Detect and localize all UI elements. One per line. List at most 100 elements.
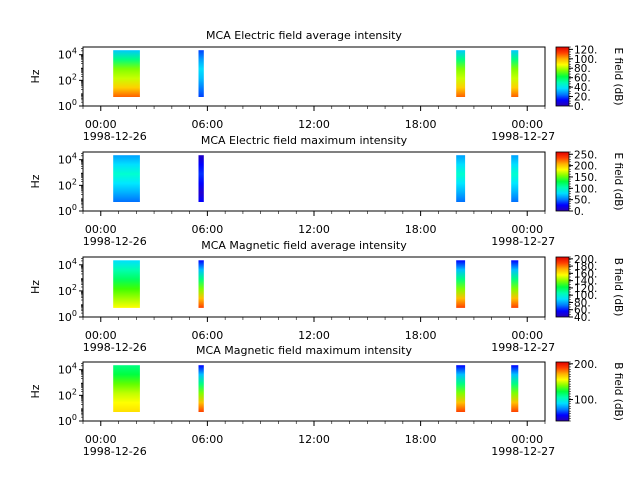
colorbar-tick-label: 100.: [574, 290, 597, 302]
x-tick-label: 06:00: [192, 223, 224, 236]
y-axis-label: Hz: [29, 174, 42, 188]
x-date-label: 1998-12-26: [83, 445, 147, 458]
spectrogram-segment: [456, 50, 466, 97]
x-tick-label: 00:00: [511, 118, 543, 131]
colorbar-tick-label: 60.: [574, 73, 591, 85]
colorbar-tick-label: 80.: [574, 63, 591, 75]
spectrogram-segment: [456, 365, 466, 412]
y-tick-label: 104: [58, 362, 77, 377]
panel-3: MCA Magnetic field average intensity 100 1…: [29, 239, 624, 354]
x-date-label: 1998-12-26: [83, 130, 147, 143]
colorbar-label: E field (dB): [612, 47, 624, 105]
spectrogram-segment: [456, 155, 466, 202]
colorbar: [556, 47, 569, 106]
y-tick-label: 104: [58, 47, 77, 62]
colorbar-tick-label: 200.: [574, 254, 597, 266]
x-tick-label: 06:00: [192, 329, 224, 342]
colorbar: [556, 257, 569, 317]
x-tick-label: 00:00: [511, 223, 543, 236]
colorbar-tick-label: 40.: [574, 82, 591, 94]
y-tick-label: 100: [58, 413, 77, 428]
colorbar-tick-label: 160.: [574, 268, 597, 280]
y-axis-label: Hz: [29, 69, 42, 83]
colorbar-tick-label: 140.: [574, 276, 597, 288]
colorbar-label: B field (dB): [612, 258, 624, 317]
panel-title: MCA Magnetic field average intensity: [201, 239, 407, 252]
spectrogram-segment: [511, 155, 519, 202]
colorbar-tick-label: 200.: [574, 161, 597, 173]
colorbar-tick-label: 60.: [574, 305, 591, 317]
colorbar-tick-label: 150.: [574, 172, 597, 184]
spectrogram-segment: [198, 365, 204, 412]
colorbar-tick-label: 100.: [574, 54, 597, 66]
x-tick-label: 00:00: [511, 433, 543, 446]
panel-4: MCA Magnetic field maximum intensity 100 1…: [29, 344, 624, 458]
colorbar-tick-label: 180.: [574, 261, 597, 273]
x-tick-label: 18:00: [405, 223, 437, 236]
panel-title: MCA Electric field average intensity: [206, 29, 402, 42]
y-tick-label: 100: [58, 203, 77, 218]
y-tick-label: 104: [58, 257, 77, 272]
colorbar-tick-label: 250.: [574, 149, 597, 161]
spectrogram-segment: [511, 260, 519, 308]
x-tick-label: 12:00: [298, 223, 330, 236]
x-tick-label: 18:00: [405, 329, 437, 342]
colorbar-tick-label: 50.: [574, 195, 591, 207]
y-tick-label: 102: [58, 72, 77, 87]
panel-title: MCA Electric field maximum intensity: [201, 134, 408, 147]
x-date-label: 1998-12-27: [491, 130, 555, 143]
x-tick-label: 06:00: [192, 433, 224, 446]
axes-frame: [82, 256, 546, 318]
y-tick-label: 100: [58, 98, 77, 113]
spectrogram-segment: [456, 260, 466, 308]
y-tick-label: 102: [58, 177, 77, 192]
axes-frame: [82, 151, 546, 212]
panel-2: MCA Electric field maximum intensity 100 1…: [29, 134, 624, 248]
y-axis-label: Hz: [29, 384, 42, 398]
colorbar-tick-label: 100.: [574, 183, 597, 195]
x-tick-label: 00:00: [85, 223, 117, 236]
x-tick-label: 12:00: [298, 433, 330, 446]
spectrogram-segment: [113, 365, 140, 412]
x-date-label: 1998-12-27: [491, 341, 555, 354]
colorbar: [556, 152, 569, 211]
colorbar: [556, 362, 569, 421]
colorbar-label: B field (dB): [612, 362, 624, 421]
colorbar-label: E field (dB): [612, 152, 624, 210]
x-tick-label: 18:00: [405, 118, 437, 131]
colorbar-tick-label: 20.: [574, 92, 591, 104]
colorbar-tick-label: 120.: [574, 44, 597, 56]
spectrogram-segment: [198, 260, 204, 308]
colorbar-tick-label: 80.: [574, 297, 591, 309]
y-axis-label: Hz: [29, 280, 42, 294]
x-date-label: 1998-12-26: [83, 341, 147, 354]
axes-frame: [82, 46, 546, 107]
y-tick-label: 104: [58, 152, 77, 167]
colorbar-tick-label: 40.: [574, 312, 591, 324]
panel-1: MCA Electric field average intensity 100 1…: [29, 29, 624, 143]
x-date-label: 1998-12-26: [83, 235, 147, 248]
spectrogram-segment: [198, 50, 204, 97]
colorbar-tick-label: 0.: [574, 101, 584, 113]
spectrogram-segment: [511, 50, 519, 97]
y-tick-label: 100: [58, 309, 77, 324]
x-tick-label: 12:00: [298, 118, 330, 131]
panel-title: MCA Magnetic field maximum intensity: [196, 344, 412, 357]
y-tick-label: 102: [58, 387, 77, 402]
x-tick-label: 00:00: [85, 118, 117, 131]
colorbar-tick-label: 120.: [574, 283, 597, 295]
spectrogram-segment: [198, 155, 204, 202]
axes-frame: [82, 361, 546, 422]
y-tick-label: 102: [58, 283, 77, 298]
colorbar-tick-label: 200.: [574, 359, 597, 371]
x-tick-label: 06:00: [192, 118, 224, 131]
x-tick-label: 00:00: [511, 329, 543, 342]
spectrogram-segment: [113, 155, 140, 202]
x-tick-label: 12:00: [298, 329, 330, 342]
x-tick-label: 18:00: [405, 433, 437, 446]
colorbar-tick-label: 0.: [574, 206, 584, 218]
spectrogram-segment: [113, 260, 140, 308]
x-tick-label: 00:00: [85, 433, 117, 446]
x-date-label: 1998-12-27: [491, 235, 555, 248]
